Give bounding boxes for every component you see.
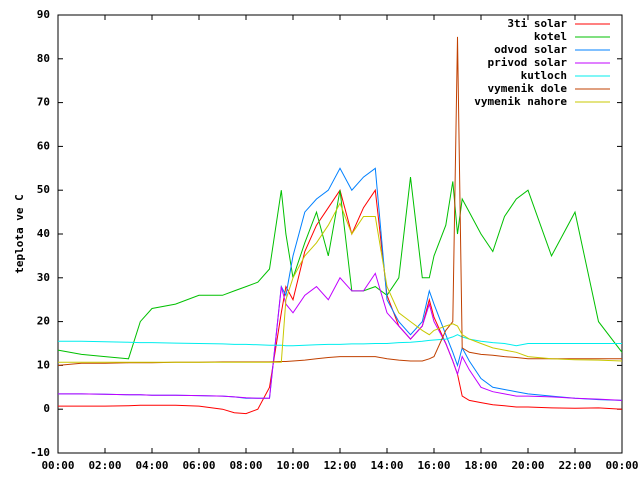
x-tick-label: 20:00 bbox=[511, 459, 544, 472]
legend-label: odvod solar bbox=[494, 43, 567, 56]
x-tick-label: 00:00 bbox=[41, 459, 74, 472]
x-tick-label: 22:00 bbox=[558, 459, 591, 472]
y-tick-label: 40 bbox=[37, 227, 50, 240]
series-line bbox=[58, 202, 623, 363]
legend-label: vymenik dole bbox=[488, 82, 568, 95]
y-tick-label: 80 bbox=[37, 52, 50, 65]
y-tick-label: 10 bbox=[37, 358, 50, 371]
y-tick-label: 70 bbox=[37, 96, 50, 109]
x-tick-label: 16:00 bbox=[417, 459, 450, 472]
x-tick-label: 12:00 bbox=[323, 459, 356, 472]
legend-label: kotel bbox=[534, 30, 567, 43]
legend-label: privod solar bbox=[488, 56, 568, 69]
legend-label: kutloch bbox=[521, 69, 567, 82]
x-tick-label: 08:00 bbox=[229, 459, 262, 472]
y-tick-label: 50 bbox=[37, 183, 50, 196]
series-line bbox=[58, 334, 622, 347]
series-line bbox=[58, 188, 623, 415]
y-tick-label: 90 bbox=[37, 8, 50, 21]
x-tick-label: 18:00 bbox=[464, 459, 497, 472]
x-tick-label: 00:00 bbox=[605, 459, 638, 472]
y-tick-label: -10 bbox=[30, 446, 50, 459]
x-tick-label: 04:00 bbox=[135, 459, 168, 472]
x-tick-label: 10:00 bbox=[276, 459, 309, 472]
y-axis-label: teplota ve C bbox=[13, 194, 26, 273]
y-tick-label: 30 bbox=[37, 271, 50, 284]
y-tick-label: 20 bbox=[37, 315, 50, 328]
legend-label: 3ti solar bbox=[507, 17, 567, 30]
series-line bbox=[58, 272, 623, 401]
x-tick-label: 02:00 bbox=[88, 459, 121, 472]
y-tick-label: 0 bbox=[43, 402, 50, 415]
y-tick-label: 60 bbox=[37, 139, 50, 152]
x-tick-label: 06:00 bbox=[182, 459, 215, 472]
legend-label: vymenik nahore bbox=[474, 95, 567, 108]
x-tick-label: 14:00 bbox=[370, 459, 403, 472]
